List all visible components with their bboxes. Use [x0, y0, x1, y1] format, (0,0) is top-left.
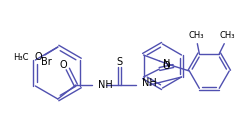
Text: N: N	[164, 59, 171, 69]
Text: CH₃: CH₃	[219, 31, 235, 40]
Text: O: O	[60, 60, 68, 70]
Text: NH: NH	[141, 78, 156, 88]
Text: S: S	[117, 57, 123, 67]
Text: H₃C: H₃C	[14, 53, 29, 62]
Text: Br: Br	[41, 57, 52, 67]
Text: NH: NH	[98, 80, 112, 90]
Text: O: O	[162, 61, 170, 71]
Text: CH₃: CH₃	[189, 31, 204, 40]
Text: O: O	[34, 52, 42, 62]
